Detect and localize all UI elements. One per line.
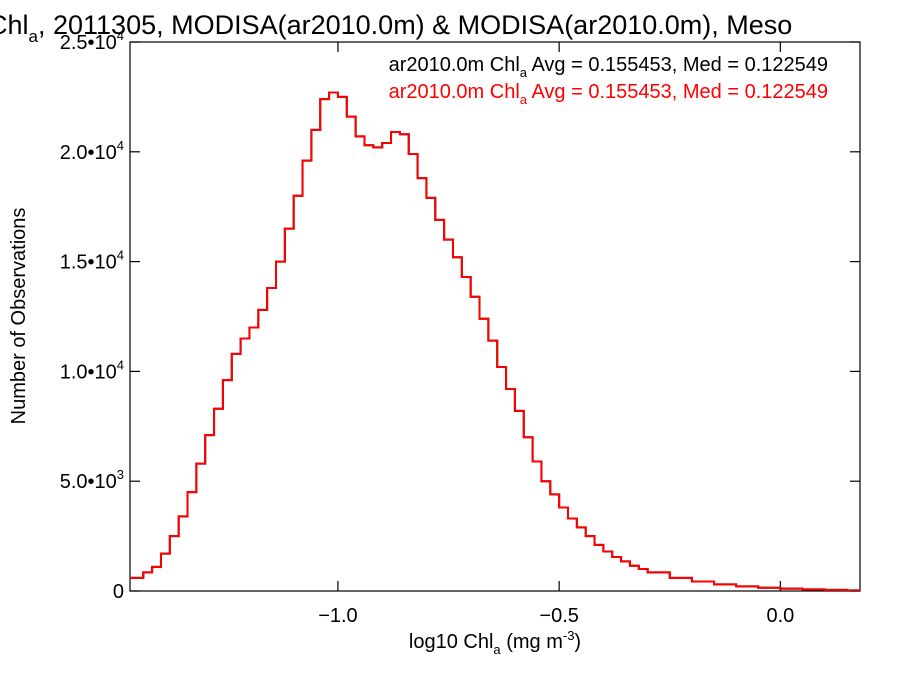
y-tick-label-mantissa: 1.5•10 [60,252,117,274]
y-tick-label-mantissa: 0 [113,581,124,603]
annotation-red-pre: ar2010.0m Chl [389,81,520,103]
y-tick-label: 2.0•104 [60,138,124,164]
x-axis-label-mid: (mg m [501,631,563,653]
y-tick-label: 1.5•104 [60,248,124,274]
chart-title: Chla, 2011305, MODISA(ar2010.0m) & MODIS… [0,10,792,46]
plot-frame [129,41,861,592]
y-tick-label: 0 [113,581,124,603]
x-axis-label-end: ) [574,631,581,653]
x-axis-label: log10 Chla (mg m-3) [409,628,581,657]
x-axis-ticks: −1.0 −0.5 0.0 [318,42,794,627]
y-tick-label-mantissa: 2.5•10 [60,32,117,54]
x-tick-label: 0.0 [766,605,794,627]
series-layer [130,91,860,591]
y-axis-label: Number of Observations [8,208,30,425]
x-axis-label-pre: log10 Chl [409,631,494,653]
annotation-black-pre: ar2010.0m Chl [389,54,520,76]
y-tick-label-mantissa: 2.0•10 [60,142,117,164]
y-tick-label: 5.0•103 [60,467,124,493]
y-tick-label: 2.5•104 [60,28,124,54]
chart-title-sub: a [29,27,39,46]
annotation-red-post: Avg = 0.155453, Med = 0.122549 [527,81,828,103]
annotation-black-post: Avg = 0.155453, Med = 0.122549 [527,54,828,76]
chart-title-post: , 2011305, MODISA(ar2010.0m) & MODISA(ar… [38,10,792,40]
y-tick-label-exponent: 4 [117,138,124,153]
x-axis-label-sup: -3 [563,628,575,643]
x-tick-label: −0.5 [539,605,578,627]
y-tick-label-exponent: 4 [117,28,124,43]
y-tick-label: 1.0•104 [60,357,124,383]
y-tick-label-mantissa: 1.0•10 [60,361,117,383]
y-tick-label-exponent: 4 [117,357,124,372]
annotation-black-sub: a [520,65,528,80]
x-axis-label-sub: a [493,642,501,657]
x-tick-label: −1.0 [318,605,357,627]
y-tick-label-exponent: 3 [117,467,124,482]
annotation-red-sub: a [520,92,528,107]
annotation-red: ar2010.0m Chla Avg = 0.155453, Med = 0.1… [389,81,828,107]
chart-title-pre: Chl [0,10,29,40]
series-line-1 [130,91,860,591]
y-tick-label-mantissa: 5.0•10 [60,471,117,493]
annotation-black: ar2010.0m Chla Avg = 0.155453, Med = 0.1… [389,54,828,80]
y-tick-label-exponent: 4 [117,248,124,263]
